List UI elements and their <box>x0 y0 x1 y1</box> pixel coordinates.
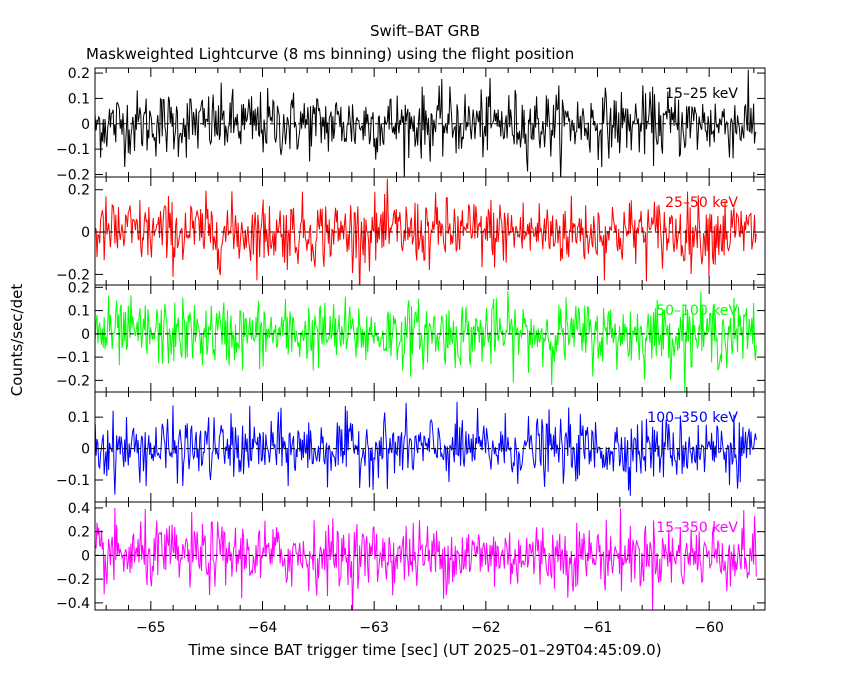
band-label-1: 15–25 keV <box>665 86 738 102</box>
y-tick-label: −0.1 <box>56 350 90 366</box>
x-tick-label: −65 <box>136 620 166 636</box>
y-tick-label: −0.1 <box>56 473 90 489</box>
lightcurve-series-3 <box>95 291 757 392</box>
panel-1: −0.2 −0.1 0 0.1 0.2 15–25 keV <box>56 66 766 183</box>
y-axis-label: Counts/sec/det <box>8 284 26 397</box>
y-tick-label: −0.2 <box>56 373 90 389</box>
panel-frame <box>94 176 766 286</box>
x-axis-label: Time since BAT trigger time [sec] (UT 20… <box>187 641 661 659</box>
x-tick-label: −60 <box>694 620 724 636</box>
lightcurve-series-2 <box>95 178 757 285</box>
y-tick-label: −0.2 <box>56 167 90 183</box>
band-label-2: 25–50 keV <box>665 195 738 211</box>
y-tick-label: 0.2 <box>68 183 90 199</box>
band-label-4: 100–350 keV <box>647 410 738 426</box>
y-tick-label: 0.1 <box>68 91 90 107</box>
lightcurve-series-1 <box>95 69 757 177</box>
panels-group: −0.2 −0.1 0 0.1 0.2 15–25 keV −0.2 0 0.2 25–50 ke… <box>56 66 766 636</box>
y-tick-label: 0 <box>81 327 90 343</box>
y-tick-label: −0.2 <box>56 572 90 588</box>
panel-2: −0.2 0 0.2 25–50 keV <box>56 176 766 286</box>
figure-title: Swift–BAT GRB <box>370 22 480 40</box>
y-tick-label: 0.2 <box>68 66 90 82</box>
panel-3: −0.2 −0.1 0 0.1 0.2 50–100 keV <box>56 280 766 393</box>
band-label-3: 50–100 keV <box>656 303 738 319</box>
x-tick-label: −61 <box>583 620 613 636</box>
y-tick-label: −0.1 <box>56 142 90 158</box>
panel-frame <box>94 501 766 611</box>
y-tick-label: −0.2 <box>56 267 90 283</box>
lightcurve-series-5 <box>95 507 757 610</box>
y-tick-label: 0.1 <box>68 410 90 426</box>
y-tick-label: 0.4 <box>68 501 90 517</box>
y-tick-label: 0 <box>81 225 90 241</box>
y-tick-label: −0.4 <box>56 596 90 612</box>
band-label-5: 15–350 keV <box>656 520 738 536</box>
y-tick-label: 0 <box>81 117 90 133</box>
panel-5: −0.4 −0.2 0 0.2 0.4 15–350 keV <box>56 501 766 612</box>
y-tick-label: 0.1 <box>68 304 90 320</box>
panel-4: −0.1 0 0.1 100–350 keV <box>56 391 766 503</box>
x-tick-label: −62 <box>471 620 501 636</box>
y-tick-label: 0.2 <box>68 525 90 541</box>
y-tick-label: 0 <box>81 442 90 458</box>
y-tick-label: 0 <box>81 548 90 564</box>
y-tick-label: 0.2 <box>68 280 90 296</box>
x-tick-label: −64 <box>248 620 278 636</box>
lightcurve-series-4 <box>95 401 757 496</box>
x-tick-label: −63 <box>359 620 389 636</box>
figure-subtitle: Maskweighted Lightcurve (8 ms binning) u… <box>86 45 574 63</box>
